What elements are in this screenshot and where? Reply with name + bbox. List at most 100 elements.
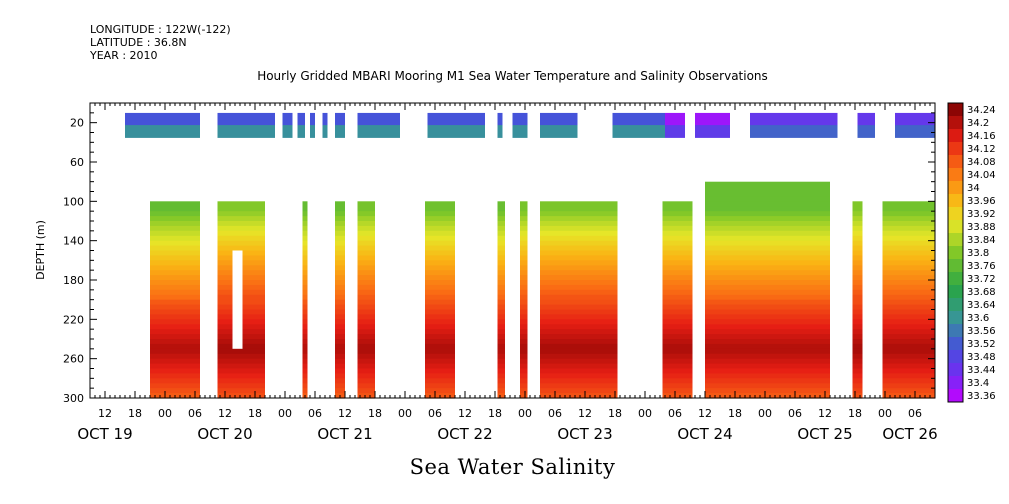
heatmap-cell [520, 294, 528, 301]
heatmap-cell [520, 270, 528, 276]
heatmap-cell [217, 216, 265, 222]
heatmap-cell [852, 201, 863, 207]
heatmap-cell [520, 324, 528, 330]
heatmap-cell [852, 225, 863, 232]
heatmap-cell [882, 319, 935, 325]
heatmap-cell [425, 304, 455, 311]
heatmap-cell [662, 329, 693, 335]
heatmap-cell [882, 216, 935, 222]
heatmap-cell [217, 383, 265, 389]
heatmap-cell [662, 211, 693, 217]
heatmap-cell [705, 363, 830, 370]
heatmap-cell [497, 378, 505, 384]
x-day-label: OCT 22 [437, 425, 492, 443]
heatmap-cell [662, 393, 693, 399]
x-tick-label: 06 [308, 407, 322, 420]
heatmap-cell [425, 329, 455, 335]
heatmap-cell [520, 334, 528, 340]
data-gap [90, 111, 125, 139]
heatmap-cell [540, 260, 618, 266]
heatmap-cell [705, 181, 830, 188]
heatmap-cell [217, 211, 265, 217]
heatmap-cell [705, 265, 830, 271]
year-label: YEAR : 2010 [90, 49, 158, 62]
heatmap-cell [302, 368, 308, 374]
heatmap-cell [335, 348, 345, 355]
heatmap-cell [497, 324, 505, 330]
heatmap-cell [540, 368, 618, 374]
data-gap [485, 111, 498, 139]
y-tick-label: 220 [63, 313, 84, 326]
heatmap-cell [150, 284, 200, 291]
heatmap-cell [882, 358, 935, 365]
x-tick-label: 18 [248, 407, 262, 420]
heatmap-cell [540, 240, 618, 247]
heatmap-cell [852, 304, 863, 311]
data-gap [315, 111, 323, 139]
heatmap-cell [150, 343, 200, 350]
heatmap-cell [882, 201, 935, 207]
colorbar-swatch [948, 194, 963, 208]
heatmap-cell [520, 309, 528, 315]
heatmap-cell [335, 373, 345, 379]
heatmap-cell [150, 334, 200, 340]
heatmap-cell [662, 230, 693, 237]
colorbar-label: 34 [967, 183, 980, 194]
heatmap-cell [425, 339, 455, 345]
colorbar-label: 34.08 [967, 157, 996, 168]
heatmap-cell [520, 230, 528, 237]
y-tick-label: 180 [63, 274, 84, 287]
colorbar-swatch [948, 259, 963, 273]
heatmap-cell [357, 255, 375, 261]
heatmap-cell [217, 221, 265, 227]
heatmap-cell [882, 275, 935, 281]
heatmap-cell [357, 284, 375, 291]
heatmap-cell [705, 309, 830, 315]
heatmap-cell [520, 358, 528, 365]
heatmap-cell [705, 334, 830, 340]
heatmap-cell [705, 191, 830, 197]
heatmap-cell [425, 324, 455, 330]
heatmap-cell [302, 221, 308, 227]
heatmap-cell [662, 216, 693, 222]
x-tick-label: 12 [818, 407, 832, 420]
x-tick-label: 00 [518, 407, 532, 420]
heatmap-cell [302, 373, 308, 379]
colorbar-swatch [948, 350, 963, 364]
colorbar-label: 34.2 [967, 118, 989, 129]
heatmap-cell [662, 319, 693, 325]
heatmap-cell [520, 235, 528, 242]
data-gap [502, 111, 513, 139]
heatmap-cell [357, 280, 375, 286]
heatmap-cell [302, 216, 308, 222]
heatmap-cell [540, 235, 618, 242]
y-tick-label: 140 [63, 235, 84, 248]
heatmap-cell [662, 240, 693, 247]
heatmap-cell [540, 275, 618, 281]
heatmap-cell [662, 343, 693, 350]
heatmap-cell [425, 299, 455, 306]
data-gap [837, 111, 858, 139]
heatmap-cell [425, 245, 455, 252]
heatmap-cell [302, 230, 308, 237]
colorbar-swatch [948, 142, 963, 156]
heatmap-cell [425, 294, 455, 301]
heatmap-cell [357, 373, 375, 379]
heatmap-cell [540, 314, 618, 320]
heatmap-cell [357, 334, 375, 340]
heatmap-cell [705, 368, 830, 374]
heatmap-cell [357, 353, 375, 360]
heatmap-cell [520, 275, 528, 281]
heatmap-cell [520, 304, 528, 311]
heatmap-cell [335, 383, 345, 389]
heatmap-cell [425, 378, 455, 384]
x-tick-label: 00 [278, 407, 292, 420]
heatmap-cell [425, 255, 455, 261]
heatmap-cell [882, 299, 935, 306]
heatmap-cell [882, 334, 935, 340]
heatmap-cell [852, 284, 863, 291]
heatmap-cell [150, 255, 200, 261]
heatmap-cell [882, 245, 935, 252]
heatmap-cell [425, 348, 455, 355]
heatmap-cell [852, 373, 863, 379]
